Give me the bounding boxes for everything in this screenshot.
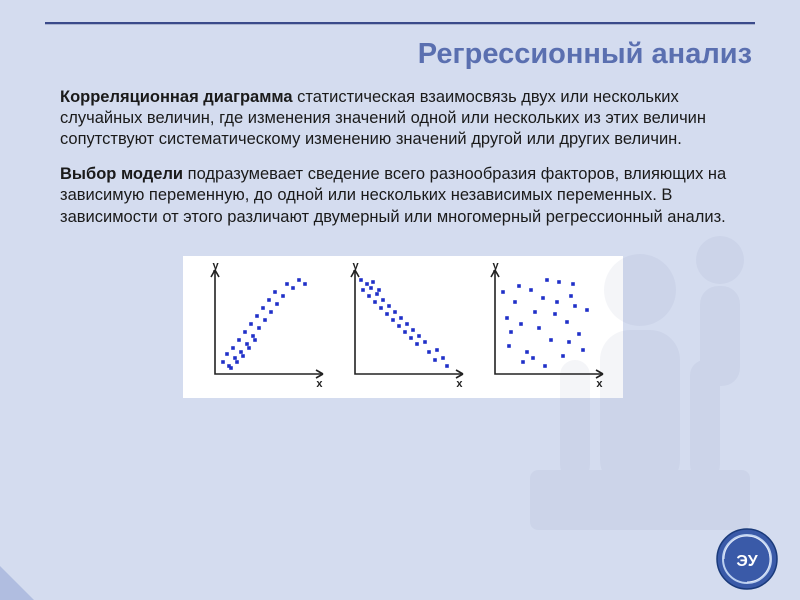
term-1: Корреляционная диаграмма xyxy=(60,88,293,106)
header-divider xyxy=(45,22,755,25)
paragraph-1: Корреляционная диаграмма статистическая … xyxy=(60,87,745,150)
chart-none: y x xyxy=(473,262,613,392)
corner-decoration xyxy=(0,566,34,600)
y-axis-label: y xyxy=(213,260,219,272)
x-axis-label: x xyxy=(316,378,322,390)
chart-positive: y x xyxy=(193,262,333,392)
term-2: Выбор модели xyxy=(60,165,183,183)
y-axis-label: y xyxy=(353,260,359,272)
x-axis-label: x xyxy=(456,378,462,390)
content-area: Корреляционная диаграмма статистическая … xyxy=(0,87,800,398)
paragraph-2: Выбор модели подразумевает сведение всег… xyxy=(60,164,745,227)
institution-logo: ЭУ xyxy=(716,528,778,590)
svg-text:ЭУ: ЭУ xyxy=(736,553,758,570)
chart-negative: y x xyxy=(333,262,473,392)
slide-title: Регрессионный анализ xyxy=(0,0,800,87)
x-axis-label: x xyxy=(596,378,602,390)
y-axis-label: y xyxy=(493,260,499,272)
scatter-charts-panel: y x y x y x xyxy=(183,256,623,398)
